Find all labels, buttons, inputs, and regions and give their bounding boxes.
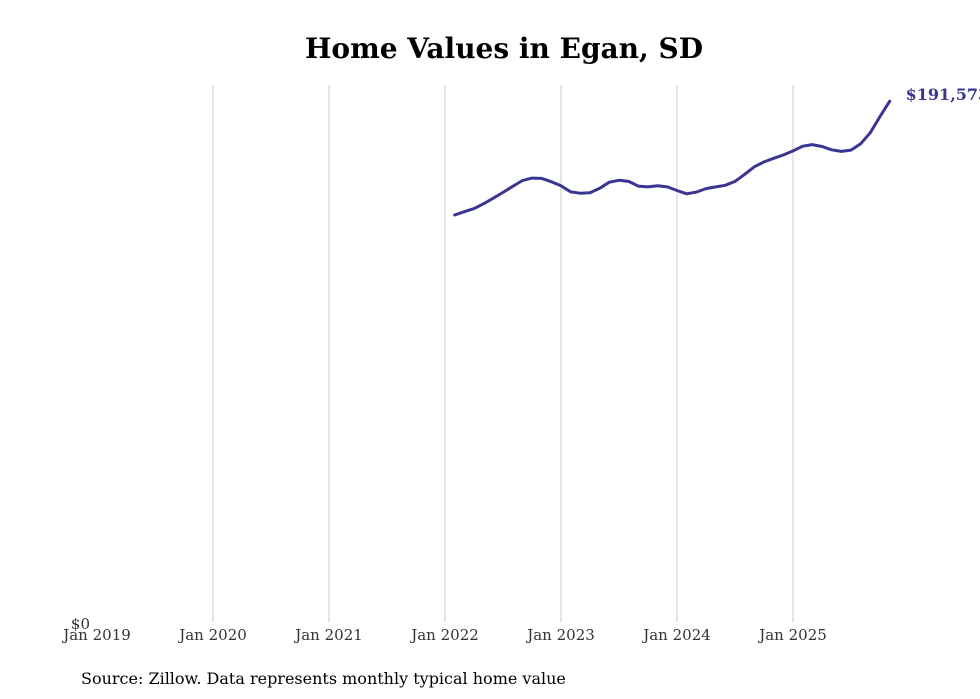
data-point [540,177,543,180]
data-point [782,153,785,157]
data-point [733,180,737,183]
data-point [656,184,659,187]
data-point [559,184,563,187]
x-tick-label: Jan 2023 [525,626,595,644]
data-point [811,143,814,146]
data-point [849,148,853,152]
data-point [878,115,882,118]
data-point [695,190,698,194]
data-point [675,189,679,192]
series-line [453,99,892,217]
data-point [753,165,756,168]
data-point [617,179,621,182]
data-point [888,100,891,103]
data-point [714,185,717,189]
data-point [801,145,804,148]
data-point [453,213,456,217]
data-point [646,185,650,189]
x-tick-label: Jan 2019 [61,626,131,644]
data-point [859,142,862,145]
data-point [840,150,843,153]
data-point [869,131,872,134]
data-point [772,157,775,160]
chart-title: Home Values in Egan, SD [305,32,703,65]
source-note: Source: Zillow. Data represents monthly … [81,669,566,688]
data-point [521,179,524,182]
data-point [743,173,746,176]
gridlines [212,85,794,622]
data-point [685,192,688,195]
x-tick-label: Jan 2020 [177,626,247,644]
x-tick-label: Jan 2021 [293,626,363,644]
data-point [791,149,795,153]
x-tick-label: Jan 2022 [409,626,479,644]
x-axis-ticks: Jan 2019 Jan 2020 Jan 2021 Jan 2022 Jan 2023… [61,626,827,644]
data-point [724,184,727,187]
data-point [482,202,485,205]
x-tick-label: Jan 2025 [757,626,827,644]
data-point [704,187,708,190]
data-point [598,187,601,190]
y-tick-label: $0 [71,615,90,633]
data-point [472,207,476,210]
data-point [627,180,630,183]
data-point [637,184,640,188]
data-point [501,191,505,194]
data-point [511,185,514,188]
data-point [530,176,534,180]
data-point [492,197,495,200]
data-point [550,180,553,183]
data-point [463,210,466,213]
data-point [569,190,572,194]
data-point [820,145,824,148]
series-layer: $191,573 [453,85,980,217]
x-tick-label: Jan 2024 [641,626,711,644]
data-point [666,185,669,189]
data-point [579,192,582,195]
data-point [762,160,766,164]
y-axis-ticks: $0 [71,615,90,633]
end-value-label: $191,573 [906,85,980,104]
data-point [608,181,611,184]
data-point [830,148,833,151]
data-point [588,191,592,194]
